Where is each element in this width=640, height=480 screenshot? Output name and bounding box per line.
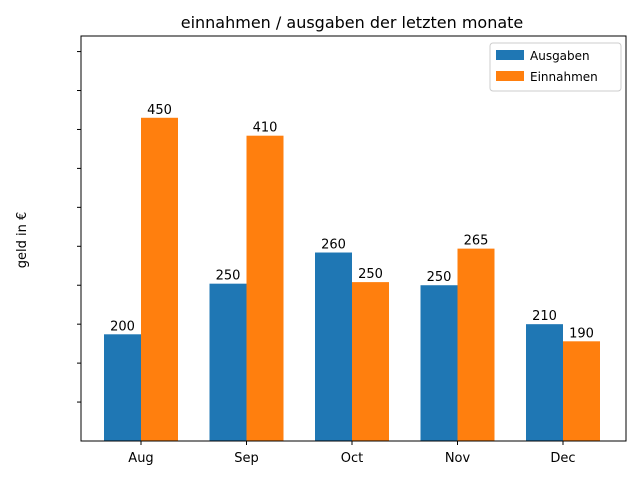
data-label-einnahmen-dec: 190 <box>569 326 594 341</box>
x-tick-label-aug: Aug <box>128 451 153 466</box>
bar-ausgaben-nov <box>420 285 458 441</box>
data-label-ausgaben-sep: 250 <box>216 269 241 284</box>
y-axis-label: geld in € <box>15 212 30 269</box>
data-labels-group: 200 450 250 410 260 250 250 265 210 190 <box>110 103 594 342</box>
x-axis-ticks: Aug Sep Oct Nov Dec <box>128 441 576 466</box>
data-label-einnahmen-aug: 450 <box>147 103 172 118</box>
x-tick-label-dec: Dec <box>550 451 575 466</box>
data-label-ausgaben-oct: 260 <box>321 238 346 253</box>
bar-einnahmen-nov <box>457 248 495 441</box>
data-label-einnahmen-sep: 410 <box>253 121 278 136</box>
bar-einnahmen-aug <box>141 117 178 442</box>
data-label-ausgaben-nov: 250 <box>427 270 452 285</box>
data-label-einnahmen-oct: 250 <box>358 267 383 282</box>
bar-einnahmen-dec <box>563 341 600 441</box>
x-tick-label-nov: Nov <box>445 451 471 466</box>
bar-einnahmen-oct <box>352 282 389 441</box>
legend-label-ausgaben: Ausgaben <box>530 49 590 63</box>
x-tick-label-sep: Sep <box>234 451 259 466</box>
legend-label-einnahmen: Einnahmen <box>530 70 598 84</box>
plot-area-frame <box>80 35 627 442</box>
data-label-einnahmen-nov: 265 <box>464 234 489 249</box>
bar-einnahmen-sep <box>246 135 284 441</box>
legend-swatch-einnahmen <box>496 71 524 81</box>
bar-ausgaben-sep <box>209 283 247 441</box>
data-label-ausgaben-aug: 200 <box>110 319 135 334</box>
bar-ausgaben-dec <box>526 324 563 441</box>
bar-ausgaben-oct <box>315 252 352 441</box>
legend: Ausgaben Einnahmen <box>489 42 622 92</box>
legend-swatch-ausgaben <box>496 50 524 60</box>
bar-ausgaben-aug <box>104 334 141 441</box>
data-label-ausgaben-dec: 210 <box>532 309 557 324</box>
y-axis-ticks <box>77 51 81 403</box>
bars-group <box>104 117 600 442</box>
chart-title: einnahmen / ausgaben der letzten monate <box>181 13 524 32</box>
x-tick-label-oct: Oct <box>341 451 363 466</box>
